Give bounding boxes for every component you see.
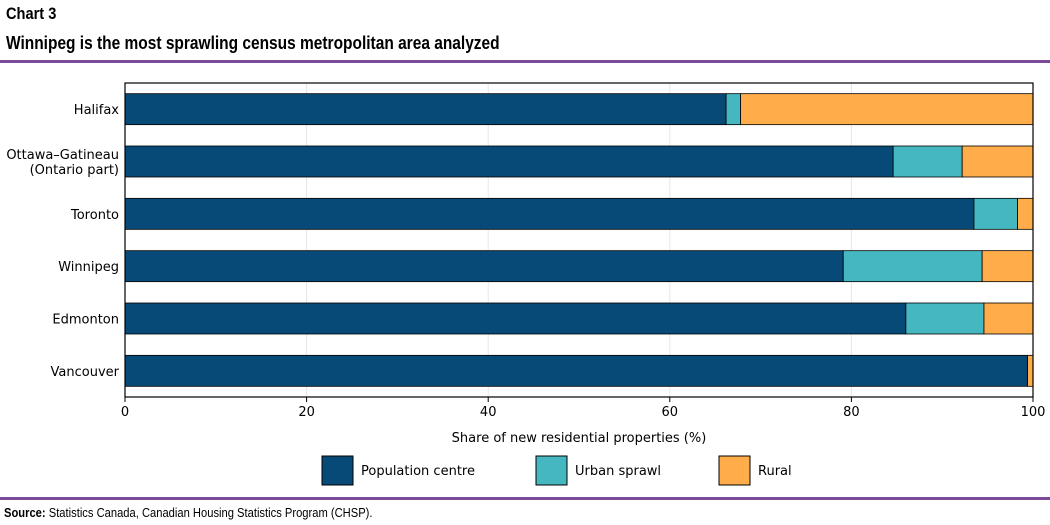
- bar-segment: [1017, 197, 1034, 230]
- bar-segment: [983, 302, 1034, 335]
- source-note: Source: Statistics Canada, Canadian Hous…: [4, 505, 372, 520]
- x-tick-label: 60: [662, 405, 679, 420]
- legend-label: Rural: [758, 464, 792, 479]
- bar-segment: [124, 93, 727, 126]
- bar-segment: [725, 93, 742, 126]
- x-tick-label: 80: [843, 405, 860, 420]
- legend-label: Urban sprawl: [575, 464, 661, 479]
- bar-segment: [842, 250, 983, 283]
- bar-segment: [1027, 354, 1034, 387]
- category-label: Winnipeg: [58, 260, 119, 275]
- legend-swatch: [321, 455, 354, 486]
- category-label: Toronto: [70, 208, 119, 223]
- legend-label: Population centre: [361, 464, 475, 479]
- x-tick-label: 20: [298, 405, 315, 420]
- chart-title: Winnipeg is the most sprawling census me…: [6, 33, 500, 53]
- bar-segment: [961, 145, 1034, 178]
- header-divider: [0, 60, 1050, 63]
- bar-segment: [124, 250, 844, 283]
- category-label: (Ontario part): [30, 163, 119, 178]
- x-axis-title: Share of new residential properties (%): [452, 431, 707, 446]
- x-axis-ticks: 0 20 40 60 80 100: [121, 397, 1046, 420]
- bar-segment: [124, 302, 907, 335]
- source-text: Statistics Canada, Canadian Housing Stat…: [48, 505, 373, 520]
- bar-segment: [740, 93, 1034, 126]
- source-label: Source:: [4, 505, 46, 520]
- bar-segment: [905, 302, 985, 335]
- bar-segment: [124, 354, 1028, 387]
- category-label: Ottawa–Gatineau: [6, 148, 119, 163]
- footer-divider: [0, 497, 1050, 500]
- category-label: Vancouver: [51, 365, 120, 380]
- category-label: Edmonton: [52, 313, 119, 328]
- bar-segment: [124, 197, 975, 230]
- x-tick-label: 40: [480, 405, 497, 420]
- legend-swatch: [718, 455, 751, 486]
- bar-segment: [892, 145, 963, 178]
- x-tick-label: 0: [121, 405, 129, 420]
- category-labels: Halifax Ottawa–Gatineau(Ontario part) Toro…: [6, 103, 119, 380]
- plot-frame: [124, 82, 1034, 398]
- category-label: Halifax: [74, 103, 120, 118]
- bar-segment: [973, 197, 1018, 230]
- legend-swatch: [535, 455, 568, 486]
- x-tick-label: 100: [1021, 405, 1046, 420]
- legend: Population centre Urban sprawl Rural: [321, 455, 792, 486]
- bar-segment: [124, 145, 894, 178]
- bar-segment: [981, 250, 1034, 283]
- stacked-bar-chart: Halifax Ottawa–Gatineau(Ontario part) Toro…: [6, 82, 1046, 486]
- bars: [124, 93, 1034, 387]
- grid-lines: [124, 83, 1034, 397]
- chart-label: Chart 3: [6, 4, 57, 23]
